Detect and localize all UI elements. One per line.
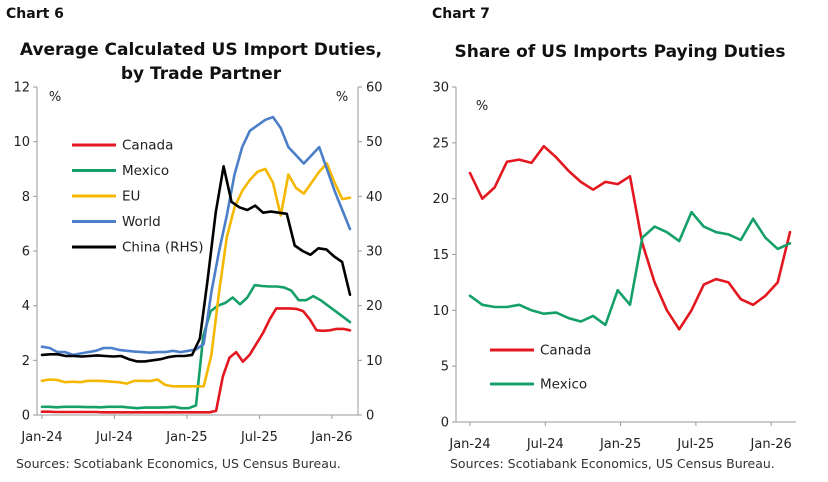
chart-6-y-right-tick-label: 0: [366, 409, 374, 424]
chart-6-title: Average Calculated US Import Duties, by …: [0, 38, 402, 86]
chart-6-legend-label-mexico: Mexico: [122, 163, 169, 179]
chart-7-x-tick-label: Jan-24: [448, 437, 490, 452]
chart-7-y-tick-label: 25: [432, 136, 449, 151]
chart-6-legend-label-eu: EU: [122, 189, 140, 205]
chart-7-x-tick-label: Jul-25: [676, 437, 714, 452]
chart-6-legend-label-canada: Canada: [122, 138, 173, 154]
chart-6-series-world: [40, 115, 352, 357]
chart-7-unit-left: %: [476, 99, 488, 114]
chart-7-y-tick-label: 10: [432, 304, 449, 319]
chart-6-series-canada: [40, 307, 352, 414]
chart-7-source: Sources: Scotiabank Economics, US Census…: [450, 456, 775, 471]
chart-7-legend-label-canada: Canada: [540, 343, 591, 359]
chart-6-series-mexico: [40, 283, 352, 410]
chart-7-y-tick-label: 15: [432, 248, 449, 263]
chart-7-y-tick-label: 20: [432, 192, 449, 207]
chart-7-y-tick-label: 5: [441, 360, 449, 375]
chart-6-y-right-tick-label: 50: [366, 135, 383, 150]
chart-6-unit-right: %: [336, 90, 348, 105]
chart-6-x-tick-label: Jul-24: [95, 430, 133, 445]
chart-7-x-tick-label: Jul-24: [526, 437, 564, 452]
chart-6-y-right-tick-label: 40: [366, 190, 383, 205]
chart-6-legend-label-china-rhs: China (RHS): [122, 240, 204, 256]
chart-6-y-tick-label: 8: [22, 190, 30, 205]
chart-7-title: Share of US Imports Paying Duties: [412, 40, 828, 64]
chart-7-series-canada: [468, 144, 792, 331]
chart-6-legend-label-world: World: [122, 214, 161, 230]
chart-7-y-tick-label: 0: [441, 416, 449, 431]
chart-7-legend-label-mexico: Mexico: [540, 377, 587, 393]
chart-6-unit-left: %: [49, 90, 61, 105]
chart-6-y-tick-label: 0: [22, 409, 30, 424]
chart-6-y-right-tick-label: 20: [366, 299, 383, 314]
chart-6-title-line-2: by Trade Partner: [120, 64, 282, 84]
chart-6-y-tick-label: 10: [13, 135, 30, 150]
chart-7-x-tick-label: Jan-25: [599, 437, 641, 452]
chart-6-series-eu: [40, 162, 352, 388]
chart-6-label: Chart 6: [6, 6, 64, 22]
chart-6-x-tick-label: Jan-25: [165, 430, 207, 445]
chart-6-y-tick-label: 2: [22, 354, 30, 369]
chart-6-x-tick-label: Jan-24: [20, 430, 62, 445]
chart-6-y-tick-label: 4: [22, 299, 30, 314]
chart-6-y-tick-label: 6: [22, 245, 30, 260]
chart-6-x-tick-label: Jul-25: [240, 430, 278, 445]
chart-7-y-tick-label: 30: [432, 81, 449, 96]
chart-6-title-line-1: Average Calculated US Import Duties,: [19, 40, 383, 60]
chart-6-x-tick-label: Jan-26: [310, 430, 352, 445]
chart-6-y-right-tick-label: 10: [366, 354, 383, 369]
chart-6-y-right-tick-label: 60: [366, 81, 383, 96]
chart-6-series-china-rhs: [40, 165, 352, 363]
chart-6-y-tick-label: 12: [13, 81, 30, 96]
chart-6-y-right-tick-label: 30: [366, 245, 383, 260]
chart-7-x-tick-label: Jan-26: [750, 437, 792, 452]
chart-7-label: Chart 7: [432, 6, 490, 22]
chart-7-series-mexico: [468, 210, 792, 327]
chart-7-title-line-1: Share of US Imports Paying Duties: [454, 42, 786, 62]
chart-6-source: Sources: Scotiabank Economics, US Census…: [16, 456, 341, 471]
